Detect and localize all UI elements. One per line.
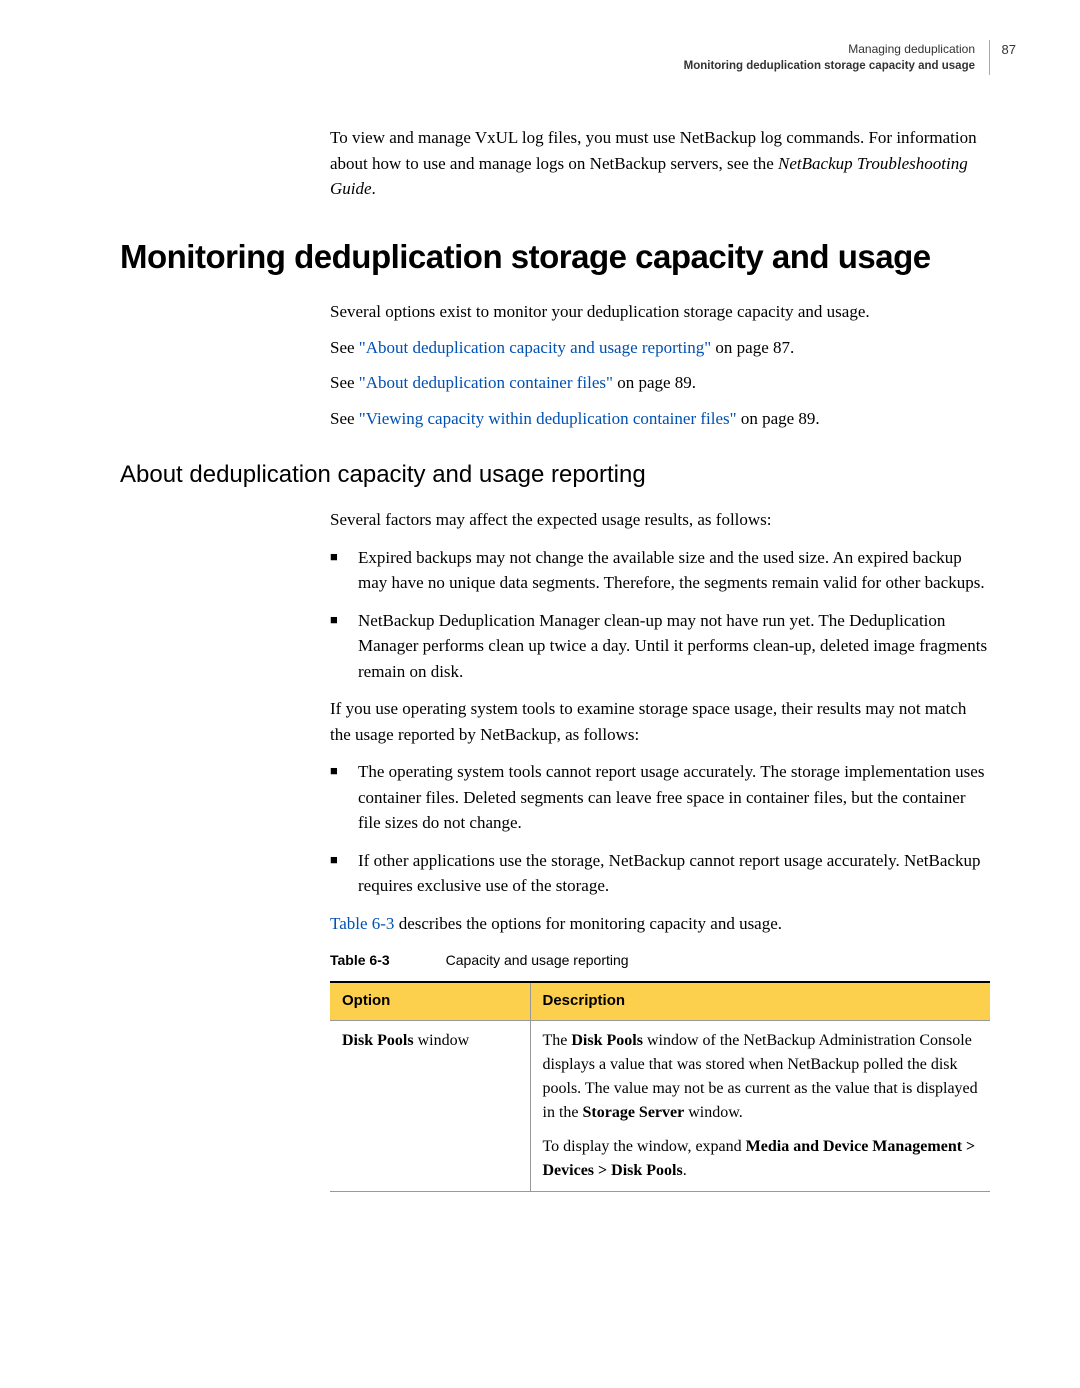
desc-p1-b: Disk Pools [571,1032,643,1049]
see3-link[interactable]: "Viewing capacity within deduplication c… [359,409,737,428]
lead-trail: . [372,179,376,198]
bullet-list-1: Expired backups may not change the avail… [330,545,990,685]
see-ref-1: See "About deduplication capacity and us… [330,335,990,361]
intro-p1: Several options exist to monitor your de… [330,299,990,325]
see1-post: on page 87. [711,338,794,357]
desc-p1-a: The [543,1032,572,1049]
see2-post: on page 89. [613,373,696,392]
desc-p2-a: To display the window, expand [543,1138,746,1155]
desc-p2-c: . [683,1162,687,1179]
see1-pre: See [330,338,359,357]
after-h2-paragraph: Several factors may affect the expected … [330,507,990,533]
bullet-list-2: The operating system tools cannot report… [330,759,990,899]
table-caption-text: Capacity and usage reporting [446,952,629,968]
see-ref-2: See "About deduplication container files… [330,370,990,396]
capacity-usage-table: Option Description Disk Pools window The… [330,981,990,1192]
running-header: 87 Managing deduplication Monitoring ded… [120,40,990,75]
desc-p1-d: Storage Server [583,1104,685,1121]
see3-post: on page 89. [737,409,820,428]
lead-paragraph: To view and manage VxUL log files, you m… [330,125,990,202]
mid-paragraph: If you use operating system tools to exa… [330,696,990,747]
cell-description: The Disk Pools window of the NetBackup A… [530,1020,990,1191]
header-chapter: Managing deduplication [684,40,975,58]
table-ref-link[interactable]: Table 6-3 [330,914,394,933]
see-ref-3: See "Viewing capacity within deduplicati… [330,406,990,432]
table-row: Disk Pools window The Disk Pools window … [330,1020,990,1191]
pre-table-post: describes the options for monitoring cap… [394,914,782,933]
section-title-h1: Monitoring deduplication storage capacit… [120,232,990,282]
header-text-block: Managing deduplication Monitoring dedupl… [684,40,990,75]
subsection-title-h2: About deduplication capacity and usage r… [120,457,990,493]
header-section: Monitoring deduplication storage capacit… [684,58,975,75]
page-number: 87 [1002,40,1016,60]
table-header-description: Description [530,982,990,1020]
table-caption: Table 6-3 Capacity and usage reporting [330,950,990,971]
section-intro: Several options exist to monitor your de… [330,299,990,431]
cell-option: Disk Pools window [330,1020,530,1191]
see1-link[interactable]: "About deduplication capacity and usage … [359,338,711,357]
desc-p1-e: window. [684,1104,743,1121]
see2-pre: See [330,373,359,392]
table-header-option: Option [330,982,530,1020]
list-item: NetBackup Deduplication Manager clean-up… [330,608,990,685]
table-label: Table 6-3 [330,952,390,968]
list-item: Expired backups may not change the avail… [330,545,990,596]
pre-table-paragraph: Table 6-3 describes the options for moni… [330,911,990,937]
list-item: If other applications use the storage, N… [330,848,990,899]
see2-link[interactable]: "About deduplication container files" [359,373,613,392]
cell-option-bold: Disk Pools [342,1032,414,1049]
cell-desc-p1: The Disk Pools window of the NetBackup A… [543,1029,979,1125]
cell-desc-p2: To display the window, expand Media and … [543,1135,979,1183]
cell-option-rest: window [414,1032,470,1049]
list-item: The operating system tools cannot report… [330,759,990,836]
see3-pre: See [330,409,359,428]
